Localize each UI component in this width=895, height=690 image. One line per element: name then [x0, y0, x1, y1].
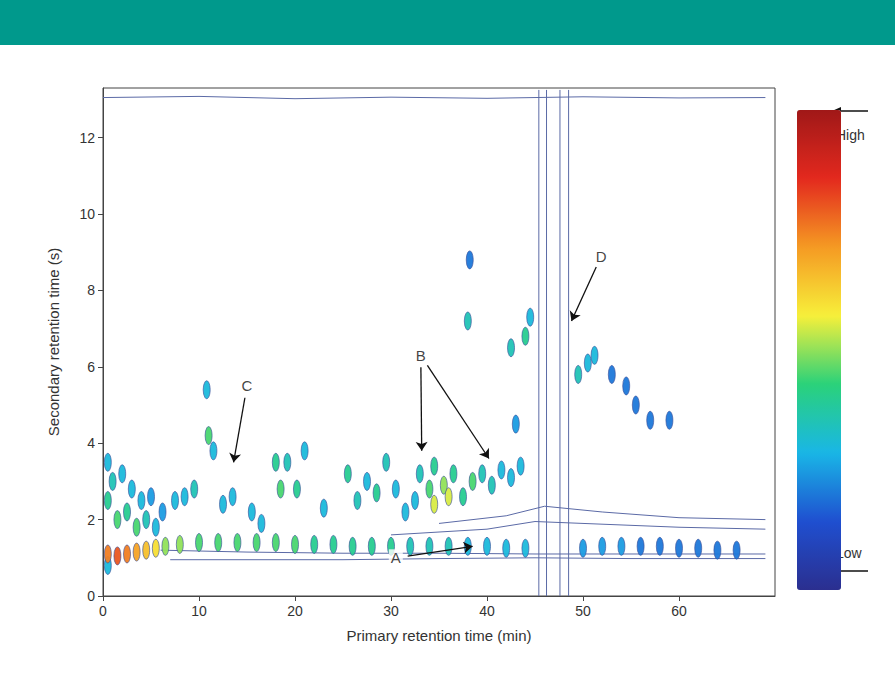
svg-text:Primary retention time (min): Primary retention time (min) — [346, 627, 531, 644]
svg-text:2: 2 — [87, 512, 95, 528]
svg-text:10: 10 — [191, 603, 207, 619]
svg-text:Low: Low — [836, 545, 862, 561]
svg-text:4: 4 — [87, 435, 95, 451]
svg-text:D: D — [596, 248, 607, 265]
svg-text:6: 6 — [87, 359, 95, 375]
svg-text:40: 40 — [479, 603, 495, 619]
svg-text:C: C — [242, 377, 253, 394]
svg-text:High: High — [836, 127, 865, 143]
svg-text:A: A — [391, 549, 401, 566]
svg-text:50: 50 — [575, 603, 591, 619]
svg-text:0: 0 — [99, 603, 107, 619]
svg-text:8: 8 — [87, 282, 95, 298]
svg-text:12: 12 — [79, 130, 95, 146]
svg-text:20: 20 — [287, 603, 303, 619]
svg-text:60: 60 — [671, 603, 687, 619]
svg-text:0: 0 — [87, 588, 95, 604]
svg-text:Secondary retention time (s): Secondary retention time (s) — [45, 248, 62, 436]
svg-text:10: 10 — [79, 206, 95, 222]
svg-text:30: 30 — [383, 603, 399, 619]
svg-text:B: B — [416, 347, 426, 364]
